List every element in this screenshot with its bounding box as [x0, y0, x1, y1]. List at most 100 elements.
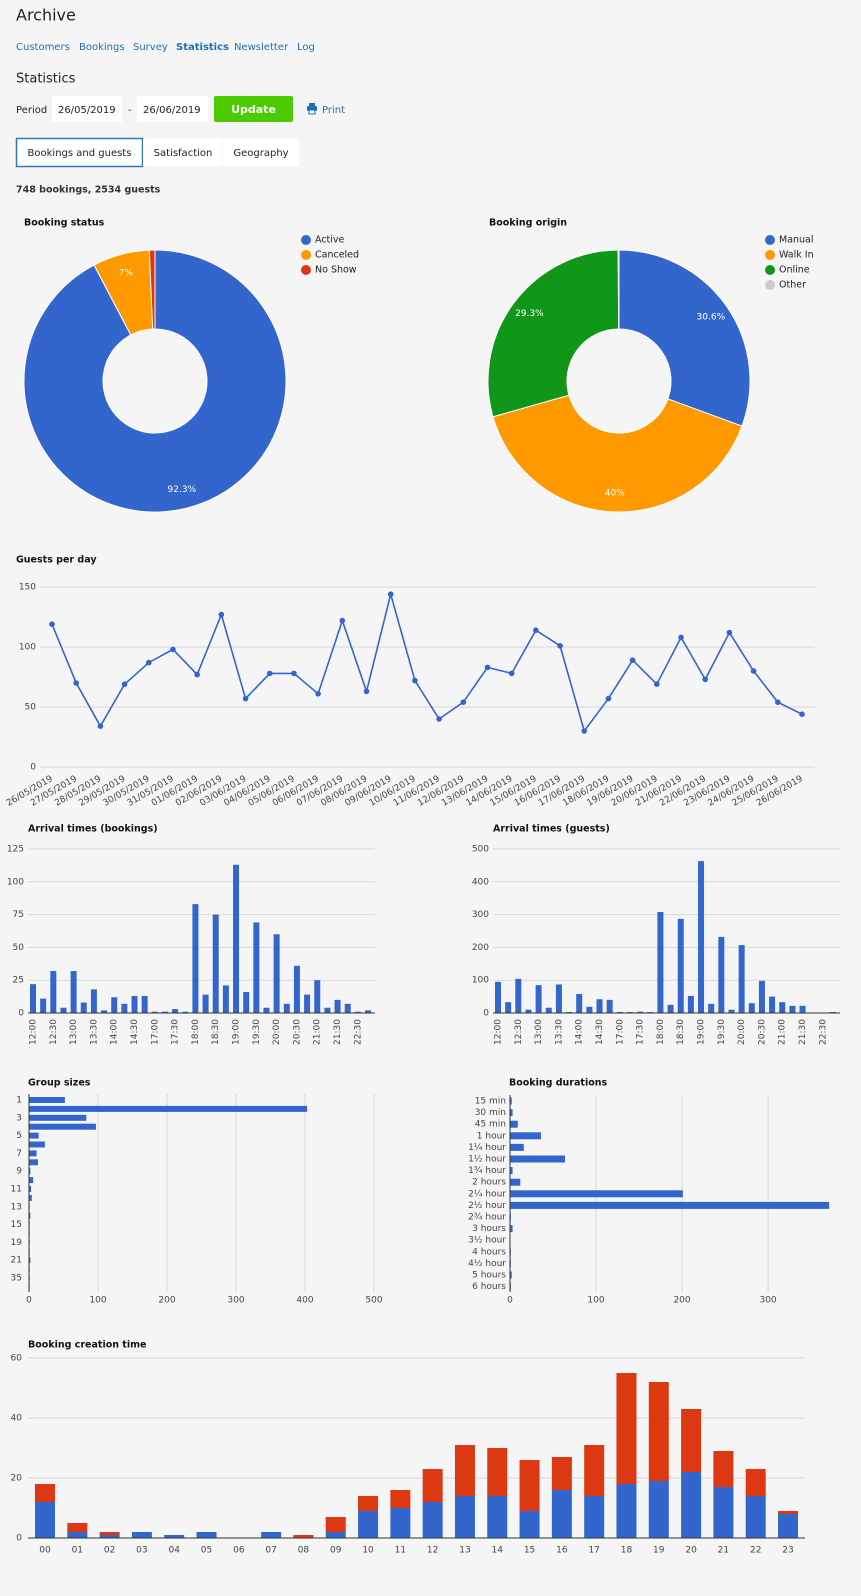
line-series [51, 591, 803, 733]
bar [551, 1490, 572, 1538]
y-tick-label: 0 [16, 1534, 22, 1544]
bar [29, 1257, 31, 1264]
bar [510, 1225, 513, 1233]
y-tick-label: 45 min [475, 1120, 506, 1130]
nav-link[interactable]: Survey [133, 42, 168, 53]
update-button[interactable] [214, 96, 293, 122]
bar [390, 1508, 411, 1538]
x-tick-label: 20 [685, 1546, 697, 1556]
y-tick-label: 500 [472, 845, 489, 855]
y-tick-label: 200 [472, 943, 489, 953]
bar [29, 1212, 31, 1219]
x-tick-label: 13:30 [89, 1019, 99, 1045]
bar [510, 1132, 541, 1140]
bar [29, 1123, 96, 1130]
bar [131, 995, 138, 1013]
date-input[interactable] [137, 96, 208, 122]
y-tick-label: 30 min [475, 1108, 506, 1118]
date-input[interactable] [52, 96, 122, 122]
x-tick-label: 11 [395, 1546, 406, 1556]
chart-title: Booking durations [509, 1078, 607, 1089]
bar [60, 1007, 67, 1013]
nav-link[interactable]: Customers [16, 42, 70, 53]
line-point [194, 671, 200, 678]
bar [515, 978, 522, 1013]
bar [586, 1006, 593, 1013]
bar [677, 918, 684, 1013]
line-point [484, 664, 491, 671]
bar [358, 1496, 379, 1511]
x-tick-label: 21 [718, 1546, 729, 1556]
nav-link[interactable]: Bookings [79, 42, 125, 53]
x-tick-label: 10 [362, 1546, 374, 1556]
x-tick-label: 20:30 [292, 1019, 302, 1045]
legend-swatch [765, 250, 775, 260]
bar [334, 999, 341, 1013]
line-point [726, 629, 733, 636]
bar [354, 1011, 361, 1013]
bar [29, 1159, 38, 1166]
bar [344, 1003, 351, 1013]
bar [283, 1003, 290, 1013]
y-tick-label: 300 [472, 910, 489, 920]
bar [713, 1487, 734, 1538]
tab[interactable] [223, 139, 299, 166]
bar [778, 1511, 798, 1514]
bar [555, 984, 562, 1013]
bar [29, 1132, 39, 1139]
tab[interactable] [143, 139, 222, 166]
line-point [121, 681, 128, 687]
x-tick-label: 13 [459, 1546, 470, 1556]
x-tick-label: 17:00 [615, 1019, 625, 1045]
bar [616, 1373, 637, 1484]
bar [253, 922, 260, 1013]
x-tick-label: 100 [89, 1296, 106, 1306]
bar [29, 1177, 34, 1184]
y-tick-label: 50 [25, 703, 37, 713]
legend-label: Canceled [315, 250, 359, 261]
print-link[interactable]: Print [322, 105, 345, 116]
chart-title: Arrival times (bookings) [28, 824, 158, 835]
y-tick-label: 19 [11, 1238, 23, 1248]
line-point [702, 676, 709, 683]
y-tick-label: 1¾ hour [468, 1166, 506, 1176]
line-point [363, 688, 370, 695]
bar [99, 1535, 120, 1538]
bar [616, 1484, 637, 1538]
x-tick-label: 19:00 [697, 1019, 707, 1045]
bar [789, 1005, 796, 1013]
nav-link[interactable]: Statistics [176, 42, 229, 53]
bar [584, 1496, 605, 1538]
line-point [654, 681, 660, 687]
chart-title: Booking creation time [28, 1340, 146, 1351]
page-title: Archive [16, 6, 76, 25]
line-point [387, 591, 394, 597]
bar [718, 936, 725, 1013]
x-tick-label: 02 [104, 1546, 115, 1556]
bar [192, 904, 199, 1013]
chart-title: Group sizes [28, 1078, 91, 1089]
line-point [557, 643, 563, 649]
x-tick-label: 300 [759, 1296, 776, 1306]
bar [212, 914, 219, 1013]
nav-link[interactable]: Newsletter [234, 42, 289, 53]
y-tick-label: 7 [16, 1149, 22, 1159]
bar [769, 996, 776, 1013]
tab-active[interactable] [15, 137, 144, 168]
bar [293, 1535, 314, 1538]
x-tick-label: 20:00 [737, 1019, 747, 1045]
update-label: Update [231, 103, 276, 116]
y-tick-label: 3½ hour [468, 1236, 506, 1246]
bar [681, 1409, 702, 1472]
bar [519, 1511, 540, 1538]
line-point [266, 670, 273, 677]
bar [510, 1167, 513, 1175]
nav-link[interactable]: Log [297, 42, 315, 53]
slice-label: 29.3% [515, 309, 544, 319]
line-point [242, 695, 249, 702]
x-tick-label: 18:30 [676, 1019, 686, 1045]
x-tick-label: 14:00 [575, 1019, 585, 1045]
x-tick-label: 07 [265, 1546, 276, 1556]
line-point [339, 617, 346, 624]
legend-swatch [765, 265, 775, 275]
